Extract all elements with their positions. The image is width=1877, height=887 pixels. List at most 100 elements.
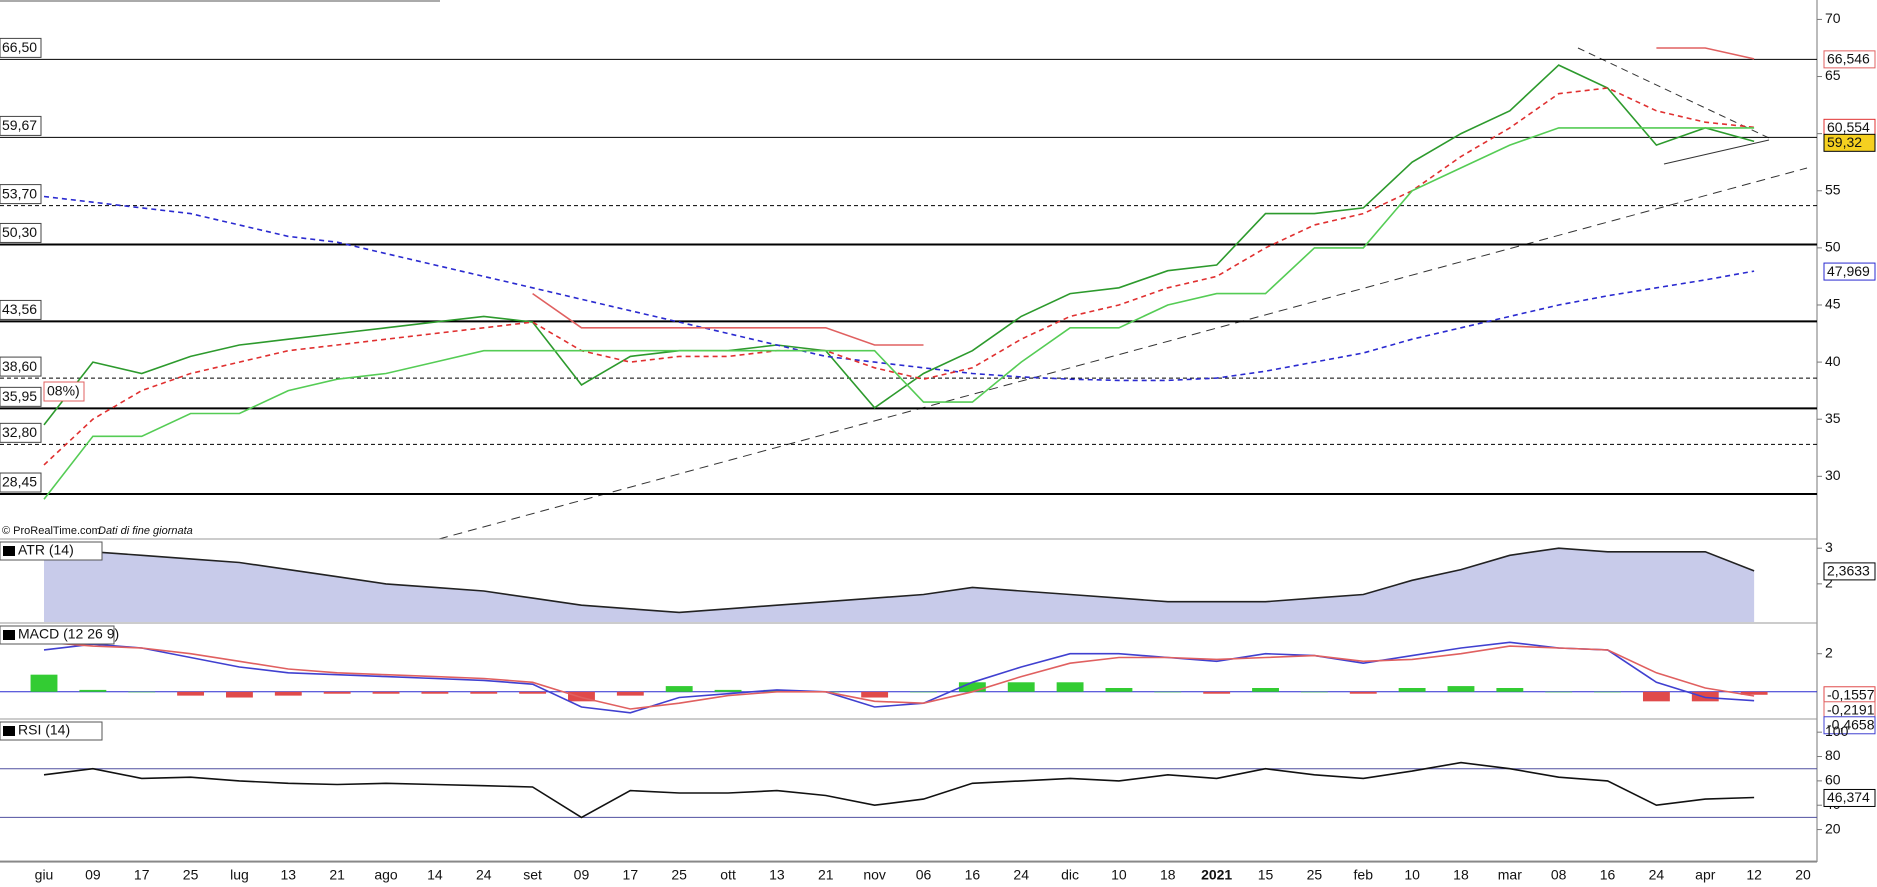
x-tick-label: 15 [1258, 867, 1274, 883]
histogram-bar [372, 691, 400, 694]
x-tick-label: 17 [623, 867, 639, 883]
x-tick-label: 08 [1551, 867, 1567, 883]
value-tag: 47,969 [1827, 263, 1870, 279]
x-tick-label: giu [35, 867, 54, 883]
x-tick-label: 13 [769, 867, 785, 883]
x-tick-label: 14 [427, 867, 443, 883]
histogram-bar [226, 691, 253, 698]
histogram-bar [1007, 682, 1035, 692]
panel-title-box [0, 541, 103, 561]
series-line [43, 195, 1755, 382]
histogram-bar [665, 686, 693, 692]
x-tick-label: ott [720, 867, 736, 883]
histogram-bar [1154, 691, 1182, 693]
y-tick-label: 2 [1825, 644, 1833, 660]
level-label: 38,60 [2, 358, 37, 374]
x-tick-label: dic [1061, 867, 1079, 883]
x-tick-label: 18 [1453, 867, 1469, 883]
histogram-bar [714, 689, 742, 692]
level-label-box [0, 386, 42, 407]
value-tag-box [1823, 133, 1876, 152]
y-tick-label: 60 [1825, 772, 1841, 788]
histogram-bar [1252, 688, 1279, 692]
level-label-box [0, 299, 42, 320]
level-label-box [0, 115, 42, 136]
y-tick-label: 40 [1825, 353, 1841, 369]
series-line [43, 64, 1755, 426]
panel-title-swatch [3, 546, 15, 556]
y-tick-label: 65 [1825, 67, 1841, 83]
y-tick-label: 35 [1825, 410, 1841, 426]
level-label-box [0, 184, 42, 205]
histogram-bar [79, 689, 107, 692]
triangle-lower [1663, 139, 1770, 165]
level-label: 43,56 [2, 301, 37, 317]
histogram-bar [1105, 688, 1133, 692]
series-line [43, 761, 1755, 819]
panel-title-swatch [3, 630, 15, 640]
value-tag: 46,374 [1827, 789, 1870, 805]
level-label: 59,67 [2, 117, 37, 133]
x-tick-label: 24 [1013, 867, 1029, 883]
level-label-box [0, 222, 42, 243]
y-tick-label: 30 [1825, 467, 1841, 483]
histogram-bar [470, 691, 498, 694]
level-label: 28,45 [2, 474, 37, 490]
histogram-bar [128, 691, 156, 693]
panel-title: MACD (12 26 9) [18, 626, 119, 642]
panel-title-box [0, 625, 115, 645]
histogram-bar [1447, 686, 1475, 692]
value-tag: -0,1557 [1827, 686, 1875, 702]
y-tick-label: 70 [1825, 10, 1841, 26]
y-tick-label: 100 [1825, 723, 1849, 739]
trend-line [438, 167, 1808, 540]
level-label: 66,50 [2, 39, 37, 55]
x-tick-label: nov [863, 867, 886, 883]
level-label-box [0, 422, 42, 443]
histogram-bar [1594, 691, 1621, 693]
y-tick-label: 80 [1825, 747, 1841, 763]
histogram-bar [568, 691, 595, 702]
value-tag: 2,3633 [1827, 563, 1870, 579]
x-tick-label: apr [1695, 867, 1716, 883]
value-tag-box [1823, 716, 1876, 735]
level-label-box [0, 356, 42, 377]
histogram-bar [763, 689, 791, 692]
level-label-box [0, 472, 42, 493]
x-tick-label: 10 [1111, 867, 1127, 883]
value-tag-box [1823, 50, 1876, 69]
series-line [43, 87, 1755, 466]
value-tag: -0,2191 [1827, 701, 1875, 717]
x-tick-label: 21 [818, 867, 834, 883]
x-tick-label: 12 [1746, 867, 1762, 883]
x-tick-label: set [523, 867, 542, 883]
histogram-bar [1740, 691, 1768, 695]
y-tick-label: 45 [1825, 296, 1841, 312]
level-label: 32,80 [2, 424, 37, 440]
histogram-bar [1398, 688, 1426, 692]
x-tick-label: 06 [916, 867, 932, 883]
y-tick-label: 50 [1825, 239, 1841, 255]
histogram-bar [30, 674, 58, 692]
histogram-bar [1642, 691, 1670, 702]
series-line [43, 547, 1755, 614]
x-tick-label: 25 [183, 867, 199, 883]
note: Dati di fine giornata [98, 525, 193, 537]
value-tag: 59,32 [1827, 134, 1862, 150]
panel-title-swatch [3, 726, 15, 736]
series-line [43, 641, 1755, 710]
histogram-bar [1496, 688, 1524, 692]
histogram-bar [177, 691, 205, 696]
x-tick-label: 25 [1307, 867, 1323, 883]
y-tick-label: 3 [1825, 539, 1833, 555]
histogram-bar [910, 691, 937, 693]
y-tick-label: 2 [1825, 575, 1833, 591]
x-tick-label: 16 [1600, 867, 1616, 883]
x-tick-label: 09 [85, 867, 101, 883]
x-tick-label: ago [374, 867, 398, 883]
histogram-bar [323, 691, 351, 694]
annotation: 08%) [47, 383, 80, 399]
level-label: 50,30 [2, 224, 37, 240]
x-tick-label: 18 [1160, 867, 1176, 883]
